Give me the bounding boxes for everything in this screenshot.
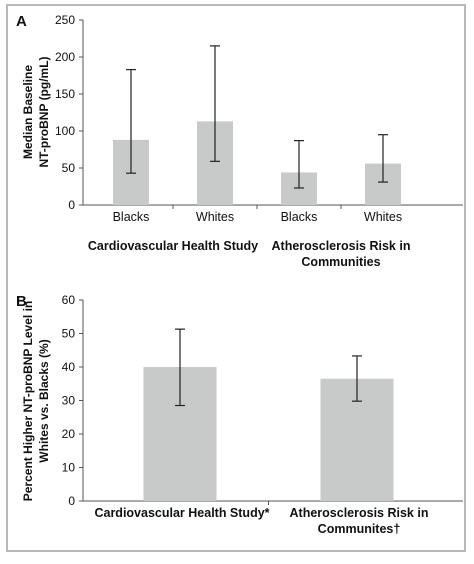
panel-label: B [16,293,27,310]
group-label: Cardiovascular Health Study [88,239,258,253]
y-tick-label: 100 [55,124,75,138]
y-axis-label: Median Baseline [21,65,35,159]
y-tick-label: 50 [62,161,76,175]
y-axis-label: Whites vs. Blacks (%) [37,339,51,462]
y-tick-label: 40 [62,360,76,374]
x-tick-label: Blacks [281,210,318,224]
y-tick-label: 50 [62,327,76,341]
category-label: Cardiovascular Health Study* [94,506,269,520]
y-tick-label: 150 [55,87,75,101]
y-tick-label: 20 [62,427,76,441]
x-tick-label: Whites [196,210,234,224]
panel-a: A Median Baseline NT-proBNP (pg/mL) 0 50 100 1… [16,13,463,269]
group-label: Atherosclerosis Risk in [272,239,411,253]
y-tick-label: 0 [68,494,75,508]
y-axis-label: NT-proBNP (pg/mL) [37,56,51,167]
y-tick-label: 250 [55,13,75,27]
x-tick-label: Whites [364,210,402,224]
y-tick-label: 30 [62,394,76,408]
y-axis-label: Percent Higher NT-proBNP Level in [21,301,35,502]
figure-frame: A Median Baseline NT-proBNP (pg/mL) 0 50 100 1… [6,4,466,552]
category-label: Communites† [318,522,401,536]
y-tick-label: 60 [62,293,76,307]
panel-label: A [16,13,27,30]
y-tick-label: 10 [62,461,76,475]
x-tick-label: Blacks [113,210,150,224]
category-label: Atherosclerosis Risk in [290,506,429,520]
y-tick-label: 200 [55,50,75,64]
group-label: Communities [301,255,380,269]
y-tick-label: 0 [68,198,75,212]
